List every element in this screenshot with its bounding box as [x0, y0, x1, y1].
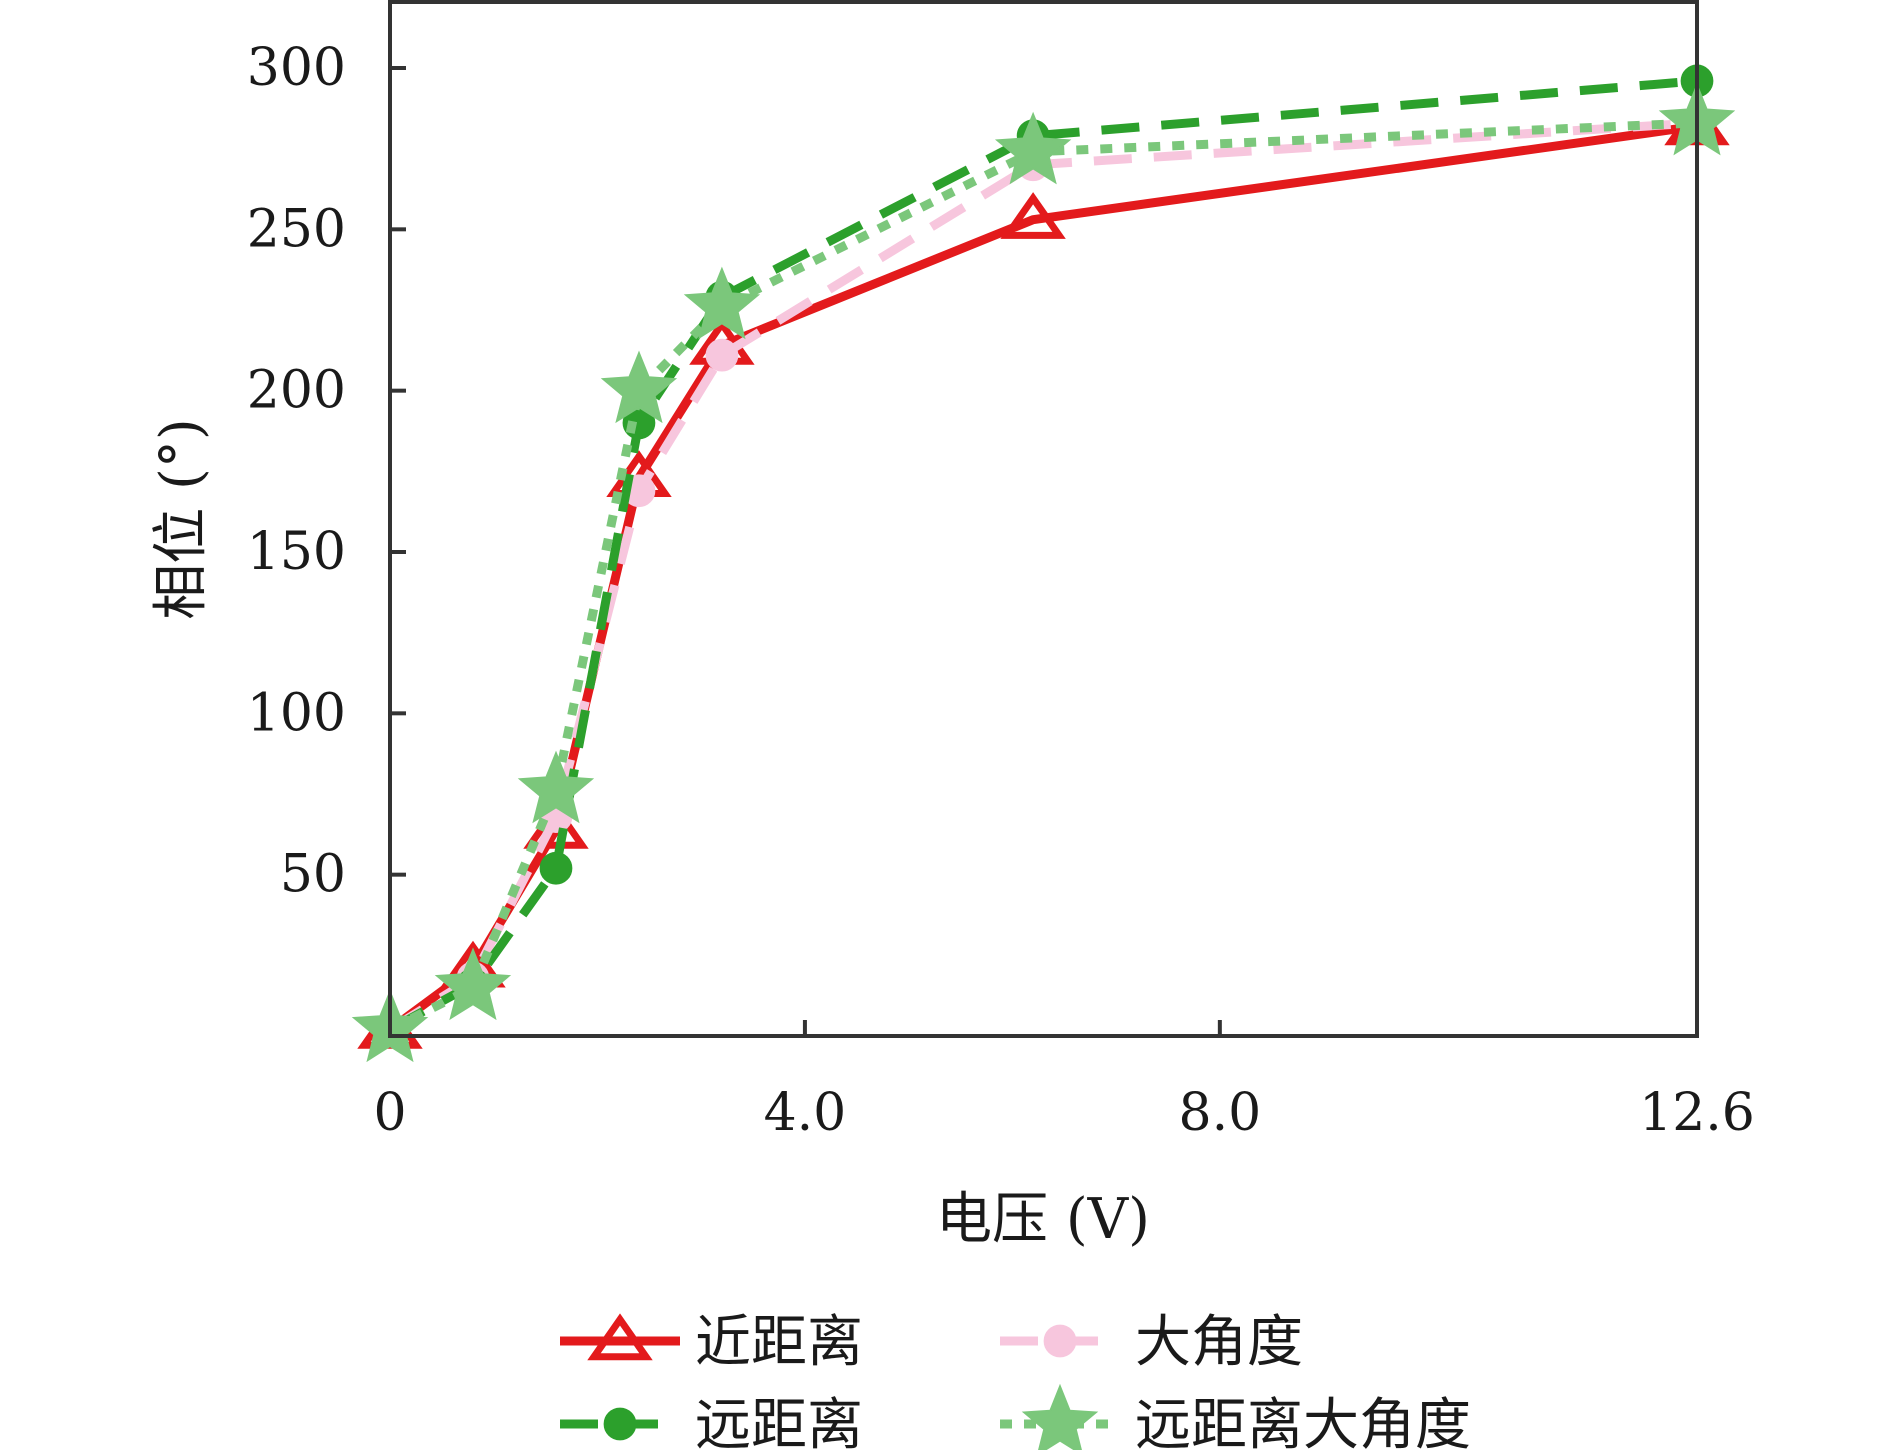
data-point — [1000, 192, 1066, 239]
data-point — [994, 111, 1072, 185]
legend-label: 远距离 — [695, 1393, 863, 1450]
series-layer — [351, 64, 1736, 1063]
data-point — [600, 350, 678, 424]
y-tick-label: 50 — [280, 845, 346, 905]
y-tick-label: 300 — [247, 38, 346, 98]
data-point — [434, 947, 512, 1021]
y-tick-label: 150 — [247, 522, 346, 582]
legend-marker — [1043, 1324, 1077, 1358]
legend-marker — [587, 1313, 653, 1361]
data-point — [683, 266, 761, 340]
legend-marker — [603, 1407, 637, 1441]
data-point — [517, 750, 595, 824]
legend-item: 远距离 — [560, 1393, 863, 1450]
legend-item: 大角度 — [1000, 1310, 1303, 1375]
y-tick-label: 100 — [247, 683, 346, 743]
data-point — [705, 338, 739, 372]
x-tick-label: 12.6 — [1639, 1083, 1755, 1143]
series-line — [387, 121, 1698, 1034]
legend-label: 远距离大角度 — [1135, 1393, 1471, 1450]
x-tick-label: 0 — [373, 1083, 406, 1143]
legend-item: 近距离 — [560, 1310, 863, 1375]
data-point — [539, 851, 573, 885]
series-2 — [373, 106, 1714, 1046]
plot-frame — [388, 0, 1699, 1038]
x-tick-label: 8.0 — [1178, 1083, 1261, 1143]
y-tick-label: 250 — [247, 199, 346, 259]
legend-label: 近距离 — [695, 1310, 863, 1375]
y-tick-label: 200 — [247, 361, 346, 421]
legend-label: 大角度 — [1135, 1310, 1303, 1375]
legend-item: 远距离大角度 — [1000, 1383, 1471, 1450]
x-tick-label: 4.0 — [764, 1083, 847, 1143]
series-line — [387, 118, 1698, 1034]
x-axis-title: 电压 (V) — [936, 1187, 1150, 1252]
series-line — [387, 118, 1698, 1034]
x-axis: 0 4.0 8.0 12.6 — [373, 1020, 1755, 1143]
series-1 — [357, 98, 1730, 1049]
series-line — [387, 76, 1698, 1034]
legend-marker — [1021, 1383, 1099, 1450]
y-axis: 50 100 150 200 250 300 — [247, 38, 406, 905]
series-4 — [351, 82, 1736, 1063]
y-axis-title: 相位 (°) — [149, 418, 214, 620]
